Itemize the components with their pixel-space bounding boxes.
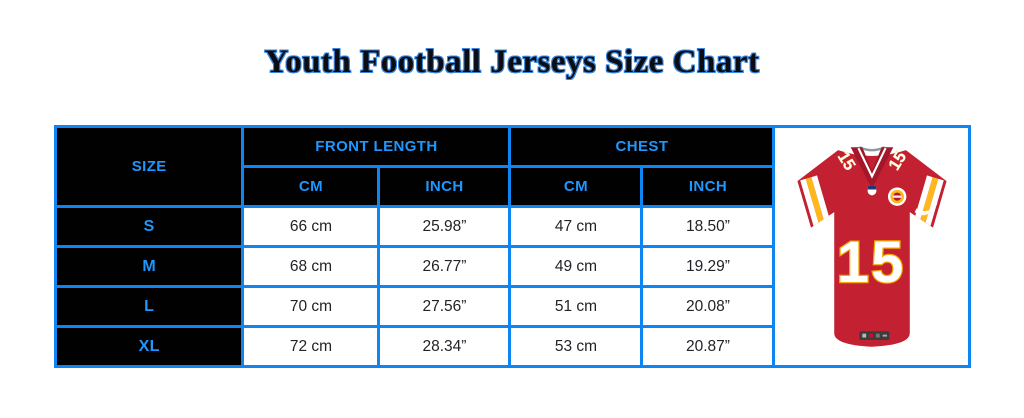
chest-cm-s: 47 cm <box>508 205 644 248</box>
header-chest-inch: INCH <box>640 165 776 208</box>
header-chest: CHEST <box>508 125 776 168</box>
v-neck-collar <box>850 146 894 189</box>
front-inch-s: 25.98” <box>377 205 512 248</box>
jock-tag <box>859 330 890 340</box>
chest-inch-l: 20.08” <box>640 285 776 328</box>
header-size: SIZE <box>53 125 245 208</box>
front-inch-l: 27.56” <box>377 285 512 328</box>
table-row-xl: XL 72 cm 28.34” 53 cm 20.87” <box>53 325 970 368</box>
nfl-shield-icon <box>867 184 877 195</box>
jersey-body <box>797 149 947 347</box>
size-label-l: L <box>53 285 245 328</box>
front-cm-l: 70 cm <box>241 285 381 328</box>
chest-number: 15 <box>837 229 906 294</box>
chest-inch-m: 19.29” <box>640 245 776 288</box>
table-row-m: M 68 cm 26.77” 49 cm 19.29” <box>53 245 970 288</box>
chest-cm-xl: 53 cm <box>508 325 644 368</box>
football-jersey-graphic: 15 15 15 <box>797 145 947 347</box>
jersey-image-cell: 15 15 15 <box>772 125 971 368</box>
front-cm-s: 66 cm <box>241 205 381 248</box>
swoosh-icon <box>914 201 938 215</box>
size-label-s: S <box>53 205 245 248</box>
chest-inch-xl: 20.87” <box>640 325 776 368</box>
header-front-length: FRONT LENGTH <box>241 125 512 168</box>
table-row-l: L 70 cm 27.56” 51 cm 20.08” <box>53 285 970 328</box>
front-cm-xl: 72 cm <box>241 325 381 368</box>
size-chart-table: SIZE FRONT LENGTH CHEST <box>53 125 971 368</box>
chest-cm-m: 49 cm <box>508 245 644 288</box>
front-inch-m: 26.77” <box>377 245 512 288</box>
header-front-inch: INCH <box>377 165 512 208</box>
team-logo-patch <box>887 186 907 206</box>
front-cm-m: 68 cm <box>241 245 381 288</box>
chest-cm-l: 51 cm <box>508 285 644 328</box>
header-chest-cm: CM <box>508 165 644 208</box>
jersey-image: 15 15 15 <box>777 130 966 363</box>
size-label-m: M <box>53 245 245 288</box>
table-row-s: S 66 cm 25.98” 47 cm 18.50” <box>53 205 970 248</box>
chest-inch-s: 18.50” <box>640 205 776 248</box>
header-front-cm: CM <box>241 165 381 208</box>
page-title: Youth Football Jerseys Size Chart <box>264 44 760 80</box>
size-label-xl: XL <box>53 325 245 368</box>
collar-white-trim <box>857 147 887 179</box>
front-inch-xl: 28.34” <box>377 325 512 368</box>
